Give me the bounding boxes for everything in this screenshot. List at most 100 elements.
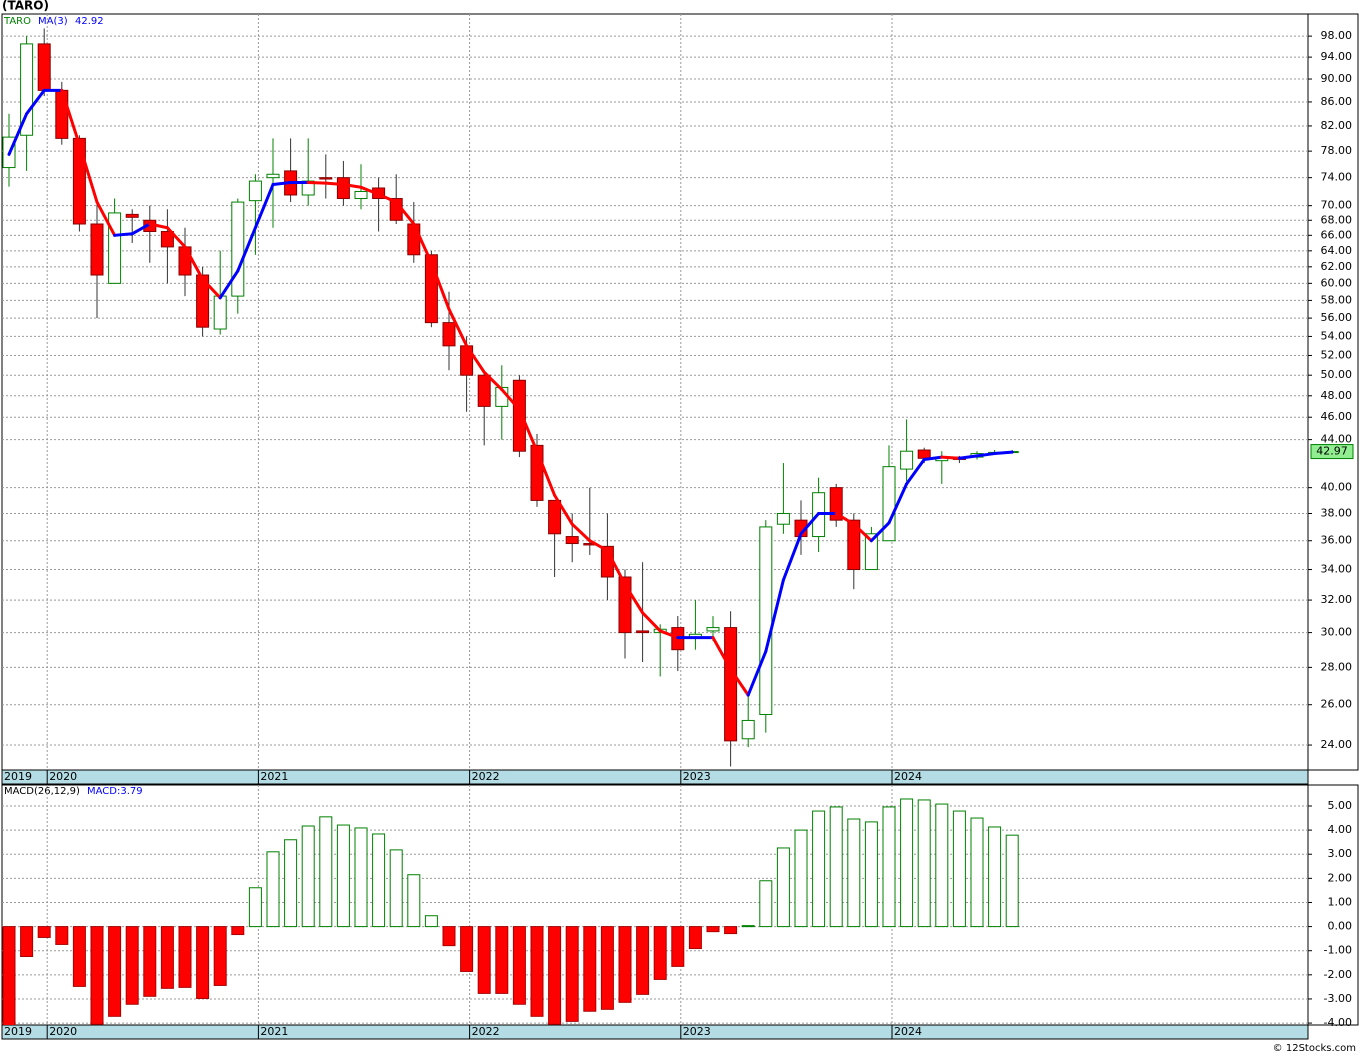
candle-body — [706, 627, 720, 632]
candle — [20, 36, 34, 171]
y-tick-label: 34.00 — [1321, 563, 1353, 576]
ma-line — [711, 636, 733, 671]
candle — [125, 209, 139, 244]
candle — [460, 336, 474, 412]
candle-body — [125, 213, 139, 218]
bar — [55, 926, 69, 945]
candle — [90, 202, 104, 319]
candle — [864, 526, 878, 571]
bar — [284, 839, 298, 928]
price-label: 42.97 — [1316, 445, 1348, 458]
ma-line — [570, 522, 592, 543]
y-tick-label: -2.00 — [1324, 968, 1352, 981]
y-tick-label: 38.00 — [1321, 506, 1353, 519]
x-tick-label: 2022 — [472, 1025, 500, 1038]
ma-line — [975, 452, 997, 458]
candle — [759, 520, 773, 733]
bar — [248, 887, 262, 928]
candle — [160, 209, 174, 284]
y-tick-label: 94.00 — [1321, 50, 1353, 63]
legend-ma-value: 42.92 — [75, 16, 104, 27]
bar — [724, 926, 738, 935]
price-plot — [2, 14, 1308, 770]
y-tick-label: 66.00 — [1321, 228, 1353, 241]
x-tick-label: 2023 — [683, 1025, 711, 1038]
legend-symbol: TARO — [3, 16, 31, 27]
y-tick-label: 1.00 — [1328, 895, 1353, 908]
bar — [442, 926, 456, 947]
candle-body — [847, 519, 861, 571]
candle — [512, 375, 526, 458]
candle — [724, 611, 738, 767]
candle — [37, 28, 51, 97]
bar — [900, 798, 914, 928]
x-tick-label: 2022 — [472, 770, 500, 783]
y-tick-label: -1.00 — [1324, 944, 1352, 957]
y-tick-label: -3.00 — [1324, 992, 1352, 1005]
y-tick-label: 52.00 — [1321, 348, 1353, 361]
bar — [160, 926, 174, 989]
bar — [864, 821, 878, 928]
candle — [741, 695, 755, 748]
ma-line — [553, 493, 574, 526]
candle-body — [231, 201, 245, 297]
y-tick-label: 70.00 — [1321, 199, 1353, 212]
y-tick-label: 74.00 — [1321, 171, 1353, 184]
ma-line — [834, 511, 856, 526]
ma-line — [218, 269, 240, 300]
bar — [354, 827, 368, 928]
x-tick-label: 2024 — [894, 770, 922, 783]
bar — [671, 926, 685, 967]
candle — [372, 177, 386, 232]
ma-line — [623, 583, 645, 615]
bar — [970, 817, 984, 928]
bar — [213, 926, 227, 986]
candle — [248, 174, 262, 255]
ma-line — [201, 277, 222, 300]
bar — [706, 926, 720, 933]
bar — [636, 926, 650, 995]
x-tick-label: 2020 — [49, 1025, 77, 1038]
y-tick-label: 54.00 — [1321, 329, 1353, 342]
candle — [548, 499, 562, 577]
candle — [565, 513, 579, 563]
y-tick-label: 58.00 — [1321, 293, 1353, 306]
bar — [882, 806, 896, 928]
ma-line — [852, 522, 873, 543]
y-tick-label: 32.00 — [1321, 593, 1353, 606]
bar — [917, 799, 931, 928]
candle — [319, 154, 333, 199]
bar — [407, 874, 421, 928]
legend-ma: MA(3) — [38, 16, 68, 27]
candle-body — [636, 630, 650, 634]
bar — [372, 833, 386, 928]
ma-line — [641, 611, 662, 633]
ma-line — [729, 667, 750, 697]
y-tick-label: 2.00 — [1328, 871, 1353, 884]
candle-body — [248, 180, 262, 202]
bar — [530, 926, 544, 1017]
ma-line — [465, 344, 486, 374]
candle-body — [565, 536, 579, 545]
y-tick-label: 0.00 — [1328, 920, 1353, 933]
candle — [284, 138, 298, 203]
bar — [231, 926, 245, 936]
ma-line — [447, 307, 469, 348]
candle — [72, 135, 86, 232]
ma-line — [130, 222, 152, 236]
candle-body — [196, 274, 210, 328]
price-panel — [1, 13, 1359, 771]
bar — [125, 926, 139, 1005]
candle-body — [917, 449, 931, 459]
ma-line — [306, 180, 328, 185]
ma-line — [394, 200, 416, 226]
ma-line — [377, 192, 398, 204]
bar — [759, 880, 773, 928]
ma-line — [183, 245, 205, 281]
ma-line — [799, 511, 821, 536]
bar — [336, 824, 350, 928]
candle-body — [72, 137, 86, 225]
date-strip — [1, 769, 1309, 785]
candle-body — [319, 177, 333, 180]
